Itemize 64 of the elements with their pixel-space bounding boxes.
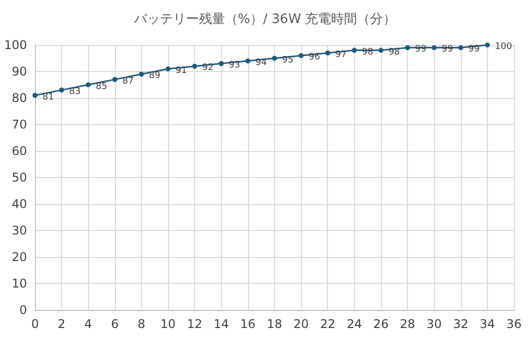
data-label: 85 xyxy=(96,82,108,92)
point xyxy=(32,92,38,98)
x-tick-label: 20 xyxy=(293,317,309,331)
x-tick-label: 30 xyxy=(426,317,442,331)
point xyxy=(192,64,198,69)
x-tick-label: 8 xyxy=(138,317,146,331)
point xyxy=(298,53,304,58)
y-tick-label: 80 xyxy=(12,91,27,105)
y-tick-label: 100 xyxy=(4,38,27,52)
point xyxy=(432,45,437,50)
x-tick-label: 28 xyxy=(400,317,416,331)
point xyxy=(245,58,250,64)
point xyxy=(272,56,277,61)
data-label: 97 xyxy=(335,50,347,60)
point xyxy=(218,61,224,66)
x-tick-label: 0 xyxy=(31,317,39,331)
x-tick-label: 36 xyxy=(506,317,522,331)
point xyxy=(458,45,464,50)
y-tick-label: 50 xyxy=(12,170,27,184)
x-tick-label: 14 xyxy=(214,317,229,331)
data-label: 98 xyxy=(388,47,400,58)
data-label: 87 xyxy=(122,76,134,86)
y-tick-label: 30 xyxy=(12,224,27,238)
x-tick-label: 22 xyxy=(320,317,336,331)
y-tick-label: 0 xyxy=(19,303,27,317)
x-tick-label: 12 xyxy=(187,317,202,331)
point xyxy=(138,72,144,77)
x-tick-label: 34 xyxy=(480,317,496,331)
x-tick-label: 2 xyxy=(58,317,66,331)
point xyxy=(378,48,384,53)
x-tick-label: 26 xyxy=(373,317,389,331)
point xyxy=(352,48,357,53)
y-tick-label: 70 xyxy=(12,118,27,132)
data-label: 99 xyxy=(468,44,480,55)
point xyxy=(59,88,64,93)
y-tick-label: 60 xyxy=(12,144,27,158)
point xyxy=(86,82,91,88)
y-tick-label: 10 xyxy=(12,276,27,290)
x-tick-label: 32 xyxy=(453,317,468,331)
x-tick-label: 18 xyxy=(266,317,282,331)
chart-title: バッテリー残量（%）/ 36W 充電時間（分） xyxy=(132,12,396,27)
x-tick-label: 6 xyxy=(111,317,119,331)
y-tick-label: 90 xyxy=(12,64,27,78)
point xyxy=(405,45,410,50)
x-tick-label: 16 xyxy=(240,317,256,331)
x-tick-label: 24 xyxy=(346,317,362,331)
y-tick-label: 20 xyxy=(12,250,27,264)
point xyxy=(484,42,490,48)
data-label: 91 xyxy=(176,66,188,76)
data-label: 89 xyxy=(148,71,161,82)
data-label: 100 xyxy=(494,42,512,52)
data-label: 96 xyxy=(308,52,320,63)
data-label: 81 xyxy=(42,92,54,102)
x-tick-label: 10 xyxy=(160,317,176,331)
point xyxy=(112,76,118,82)
x-tick-label: 4 xyxy=(84,317,92,331)
data-label: 83 xyxy=(69,87,81,98)
data-label: 95 xyxy=(282,55,294,66)
data-label: 92 xyxy=(202,63,214,74)
data-label: 94 xyxy=(255,58,268,68)
y-tick-label: 40 xyxy=(12,197,27,211)
point xyxy=(166,66,171,72)
point xyxy=(325,50,330,56)
data-label: 93 xyxy=(228,60,240,71)
